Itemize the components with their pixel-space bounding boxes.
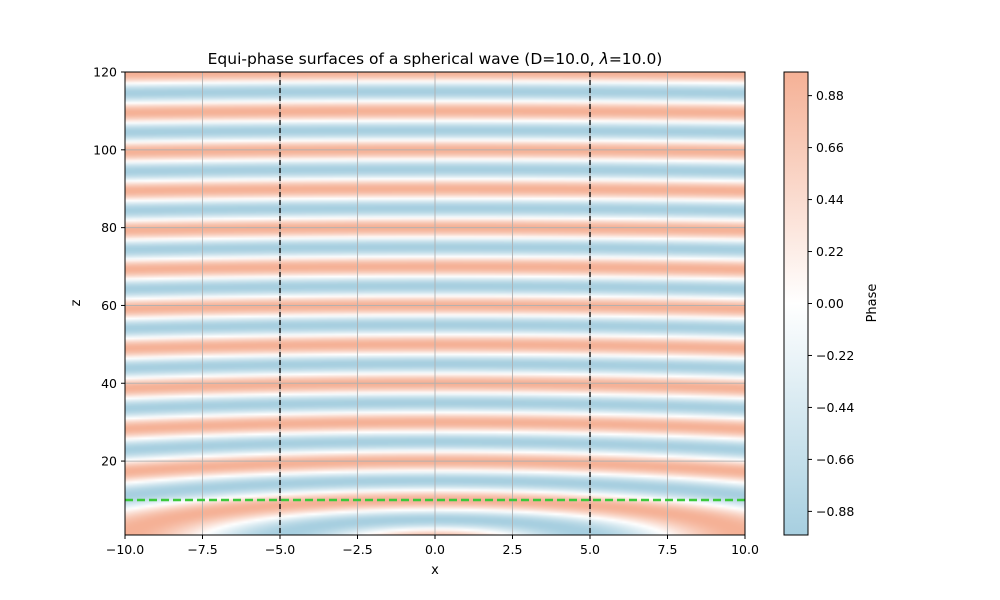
x-axis-label: x xyxy=(431,563,439,578)
colorbar: −0.88 −0.66 −0.44 −0.22 0.00 0.22 0.44 0.66 0.88… xyxy=(783,71,880,536)
x-tick-label: −7.5 xyxy=(187,542,217,557)
x-tick-label: 2.5 xyxy=(503,542,523,557)
colorbar-tick-label: −0.88 xyxy=(816,504,854,519)
x-tick-label: 10.0 xyxy=(731,542,759,557)
y-tick-label: 80 xyxy=(101,220,117,235)
colorbar-gradient xyxy=(784,72,808,535)
x-axis: −10.0 −7.5 −5.0 −2.5 0.0 2.5 5.0 7.5 10.0 xyxy=(106,535,759,557)
x-tick-label: −2.5 xyxy=(342,542,372,557)
colorbar-tick-label: −0.44 xyxy=(816,400,854,415)
grid-lines xyxy=(125,72,745,535)
y-tick-label: 120 xyxy=(93,65,117,80)
y-axis-label: z xyxy=(69,299,84,306)
colorbar-tick-label: 0.66 xyxy=(816,140,844,155)
colorbar-tick-label: −0.22 xyxy=(816,348,854,363)
y-tick-label: 40 xyxy=(101,376,117,391)
x-tick-label: 5.0 xyxy=(580,542,600,557)
y-axis: 20 40 60 80 100 120 xyxy=(93,65,125,469)
chart-title: Equi-phase surfaces of a spherical wave … xyxy=(208,50,663,68)
colorbar-label: Phase xyxy=(865,284,880,323)
colorbar-tick-label: 0.44 xyxy=(816,192,844,207)
overlay-lines xyxy=(125,72,745,535)
colorbar-tick-label: 0.00 xyxy=(816,296,844,311)
x-tick-label: −10.0 xyxy=(106,542,144,557)
colorbar-tick-label: 0.22 xyxy=(816,244,844,259)
x-tick-label: 0.0 xyxy=(425,542,445,557)
colorbar-ticks: −0.88 −0.66 −0.44 −0.22 0.00 0.22 0.44 0.66 0.88 xyxy=(808,88,854,519)
colorbar-tick-label: 0.88 xyxy=(816,88,844,103)
x-tick-label: 7.5 xyxy=(658,542,678,557)
y-tick-label: 20 xyxy=(101,454,117,469)
colorbar-tick-label: −0.66 xyxy=(816,452,854,467)
y-tick-label: 100 xyxy=(93,142,117,157)
plot-area xyxy=(124,71,746,536)
x-tick-label: −5.0 xyxy=(265,542,295,557)
y-tick-label: 60 xyxy=(101,298,117,313)
